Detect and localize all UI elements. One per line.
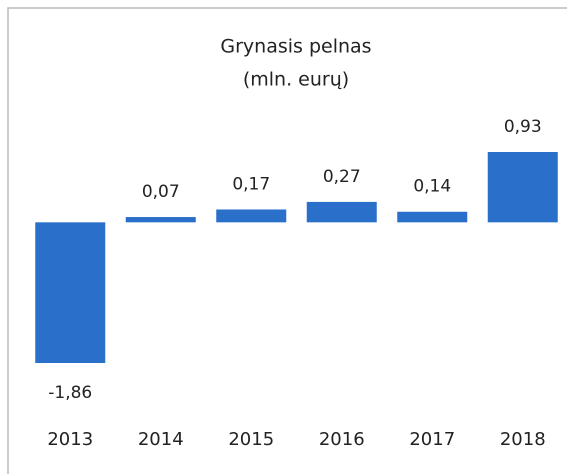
x-tick-label: 2018: [500, 429, 546, 450]
value-label: 0,93: [504, 117, 542, 137]
x-tick-label: 2016: [319, 429, 365, 450]
value-label: 0,17: [232, 174, 270, 194]
value-label: -1,86: [48, 383, 92, 403]
x-tick-label: 2013: [47, 429, 93, 450]
x-tick-label: 2014: [138, 429, 184, 450]
value-label: 0,27: [323, 167, 361, 187]
bar: [487, 152, 558, 223]
bar: [397, 211, 468, 223]
x-tick-label: 2017: [409, 429, 455, 450]
value-label: 0,14: [413, 177, 451, 197]
x-tick-label: 2015: [228, 429, 274, 450]
bar: [216, 209, 287, 223]
bar: [306, 201, 377, 223]
bar: [35, 222, 106, 363]
chart-title: Grynasis pelnas: [220, 36, 371, 58]
chart-subtitle: (mln. eurų): [243, 69, 349, 91]
bar: [125, 217, 196, 223]
value-label: 0,07: [142, 182, 180, 202]
